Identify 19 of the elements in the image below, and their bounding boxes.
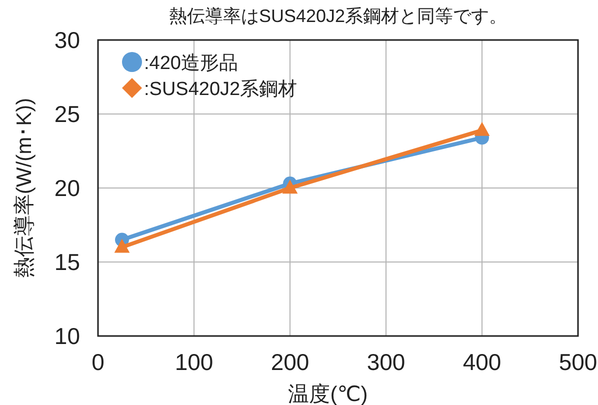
x-tick-label: 100 xyxy=(174,349,214,375)
legend-label: :420造形品 xyxy=(144,53,238,74)
x-tick-label: 0 xyxy=(92,349,104,375)
x-tick-label: 400 xyxy=(462,349,502,375)
y-tick-label: 30 xyxy=(54,27,80,53)
x-axis-title: 温度(℃) xyxy=(288,383,368,405)
x-tick-label: 300 xyxy=(366,349,406,375)
y-tick-label: 25 xyxy=(54,101,80,127)
legend-label: :SUS420J2系鋼材 xyxy=(144,79,298,100)
x-tick-label: 500 xyxy=(558,349,598,375)
point xyxy=(114,238,130,253)
point xyxy=(282,180,298,194)
y-tick-label: 15 xyxy=(54,249,80,275)
y-tick-label: 20 xyxy=(54,175,80,201)
y-tick-label: 10 xyxy=(54,323,80,349)
chart-title: 熱伝導率はSUS420J2系鋼材と同等です。 xyxy=(168,6,508,26)
point xyxy=(474,122,490,136)
x-tick-label: 200 xyxy=(270,349,310,375)
y-axis-title: 熱伝導率(W/(m･K)) xyxy=(13,98,36,278)
